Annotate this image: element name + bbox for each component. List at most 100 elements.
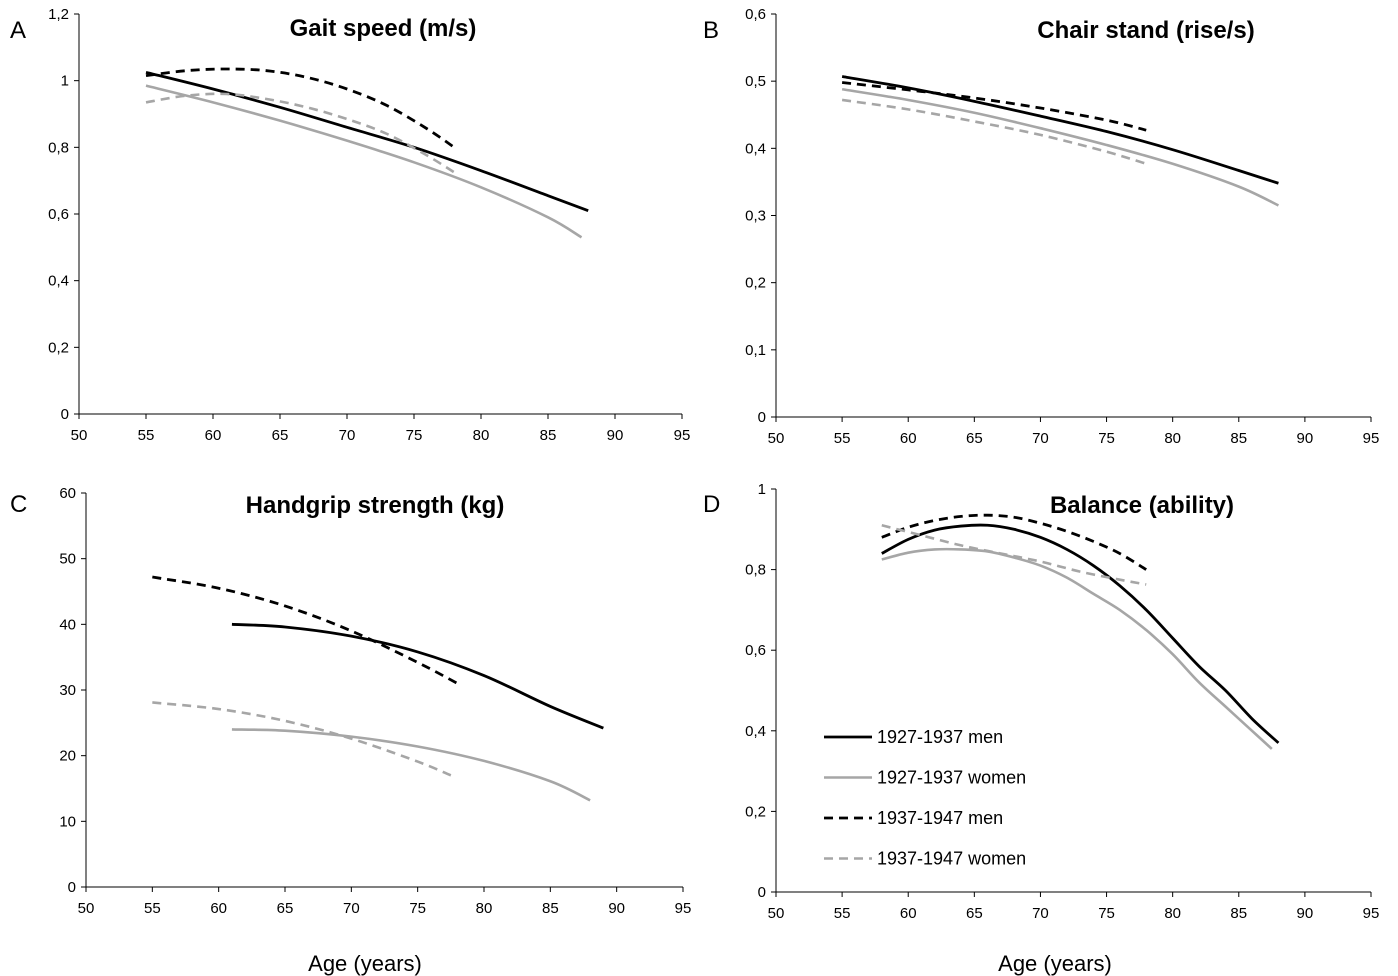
y-tick-label: 0,8 (745, 562, 766, 579)
x-axis-label: Age (years) (998, 951, 1112, 976)
y-tick-label: 0 (758, 884, 766, 901)
x-tick-label: 85 (540, 427, 557, 444)
y-tick-label: 0,2 (745, 275, 766, 292)
legend-label: 1937-1947 women (877, 849, 1026, 869)
series-line-1927-1937-women (145, 84, 583, 239)
series-line-1927-1937-men (841, 75, 1279, 185)
series-line-1937-1947-women (145, 92, 455, 174)
x-tick-label: 75 (409, 900, 426, 917)
x-tick-label: 65 (966, 430, 983, 447)
y-tick-label: 0,6 (745, 642, 766, 659)
x-tick-label: 95 (1363, 430, 1380, 447)
x-tick-label: 90 (1297, 905, 1314, 922)
x-tick-label: 90 (1297, 430, 1314, 447)
panel-letter-b: B (703, 17, 719, 44)
x-tick-label: 55 (834, 430, 851, 447)
legend-label: 1927-1937 men (877, 727, 1003, 747)
panel-letter-c: C (10, 491, 27, 518)
y-tick-label: 1 (61, 73, 69, 90)
x-tick-label: 80 (476, 900, 493, 917)
y-tick-label: 0 (758, 409, 766, 426)
x-tick-label: 70 (1032, 905, 1049, 922)
x-tick-label: 60 (900, 905, 917, 922)
x-tick-label: 85 (542, 900, 559, 917)
x-tick-label: 85 (1230, 430, 1247, 447)
legend-item: 1927-1937 men (824, 727, 1003, 747)
panel-a: 0 0,2 0,4 0,6 0,8 1 1,2 50 55 60 65 70 75 80 85 90 95 Gai… (48, 6, 690, 444)
y-tick-label: 0,2 (745, 803, 766, 820)
series-line-1937-1947-men (881, 513, 1147, 571)
y-tick-label: 0,5 (745, 73, 766, 90)
panel-title: Handgrip strength (kg) (246, 492, 505, 519)
x-tick-label: 70 (339, 427, 356, 444)
legend: 1927-1937 men 1927-1937 women 1937-1947 me… (824, 727, 1026, 869)
legend-label: 1927-1937 women (877, 768, 1026, 788)
legend-item: 1937-1947 men (824, 808, 1003, 828)
x-tick-label: 95 (675, 900, 692, 917)
x-tick-label: 60 (210, 900, 227, 917)
y-tick-label: 0,2 (48, 339, 69, 356)
y-tick-label: 30 (59, 682, 76, 699)
x-tick-label: 75 (1098, 430, 1115, 447)
x-tick-label: 75 (406, 427, 423, 444)
panel-c: 0 10 20 30 40 50 60 50 55 60 65 70 75 80 85 90 95 Handgri… (59, 485, 691, 976)
panel-title: Chair stand (rise/s) (1037, 17, 1254, 44)
y-tick-label: 0,4 (48, 273, 69, 290)
series-line-1927-1937-men (231, 622, 604, 730)
series-line-1927-1937-women (841, 87, 1279, 207)
x-axis-label: Age (years) (308, 951, 422, 976)
x-tick-label: 90 (608, 900, 625, 917)
y-tick-label: 20 (59, 748, 76, 765)
series-line-1927-1937-women (231, 728, 591, 802)
panel-title: Gait speed (m/s) (290, 15, 477, 42)
series-line-1927-1937-men (881, 523, 1280, 744)
x-tick-label: 75 (1098, 905, 1115, 922)
x-tick-label: 90 (607, 427, 624, 444)
x-tick-label: 55 (138, 427, 155, 444)
x-tick-label: 80 (1164, 905, 1181, 922)
y-tick-label: 0,3 (745, 208, 766, 225)
panel-title: Balance (ability) (1050, 492, 1234, 519)
y-tick-label: 0,8 (48, 139, 69, 156)
y-tick-label: 60 (59, 485, 76, 502)
x-tick-label: 65 (277, 900, 294, 917)
x-tick-label: 70 (343, 900, 360, 917)
series-line-1937-1947-women (841, 98, 1147, 166)
x-tick-label: 85 (1230, 905, 1247, 922)
legend-item: 1927-1937 women (824, 768, 1026, 788)
y-tick-label: 0 (61, 406, 69, 423)
x-tick-label: 60 (900, 430, 917, 447)
panel-letter-d: D (703, 491, 720, 518)
panel-b: 0 0,1 0,2 0,3 0,4 0,5 0,6 50 55 60 65 70 75 80 85 90 95 C… (745, 6, 1379, 447)
legend-label: 1937-1947 men (877, 808, 1003, 828)
series-line-1927-1937-women (881, 547, 1273, 750)
x-tick-label: 60 (205, 427, 222, 444)
series-line-1937-1947-women (152, 701, 452, 777)
panel-d: 0 0,2 0,4 0,6 0,8 1 50 55 60 65 70 75 80 85 90 95 Balanc… (745, 481, 1379, 976)
x-tick-label: 50 (768, 430, 785, 447)
y-tick-label: 0,6 (48, 206, 69, 223)
x-tick-label: 65 (272, 427, 289, 444)
x-tick-label: 95 (674, 427, 691, 444)
y-tick-label: 0,4 (745, 140, 766, 157)
y-tick-label: 50 (59, 551, 76, 568)
x-tick-label: 55 (834, 905, 851, 922)
y-tick-label: 10 (59, 813, 76, 830)
series-line-1927-1937-men (145, 70, 589, 212)
y-tick-label: 1,2 (48, 6, 69, 23)
x-tick-label: 50 (78, 900, 95, 917)
x-tick-label: 55 (144, 900, 161, 917)
series-line-1937-1947-men (145, 67, 455, 149)
x-tick-label: 50 (71, 427, 88, 444)
x-tick-label: 65 (966, 905, 983, 922)
y-tick-label: 0,1 (745, 342, 766, 359)
y-tick-label: 0,6 (745, 6, 766, 23)
x-tick-label: 70 (1032, 430, 1049, 447)
x-tick-label: 95 (1363, 905, 1380, 922)
series-line-1937-1947-women (881, 524, 1147, 586)
series-line-1937-1947-men (152, 575, 459, 685)
y-tick-label: 1 (758, 481, 766, 498)
legend-item: 1937-1947 women (824, 849, 1026, 869)
x-tick-label: 80 (1164, 430, 1181, 447)
